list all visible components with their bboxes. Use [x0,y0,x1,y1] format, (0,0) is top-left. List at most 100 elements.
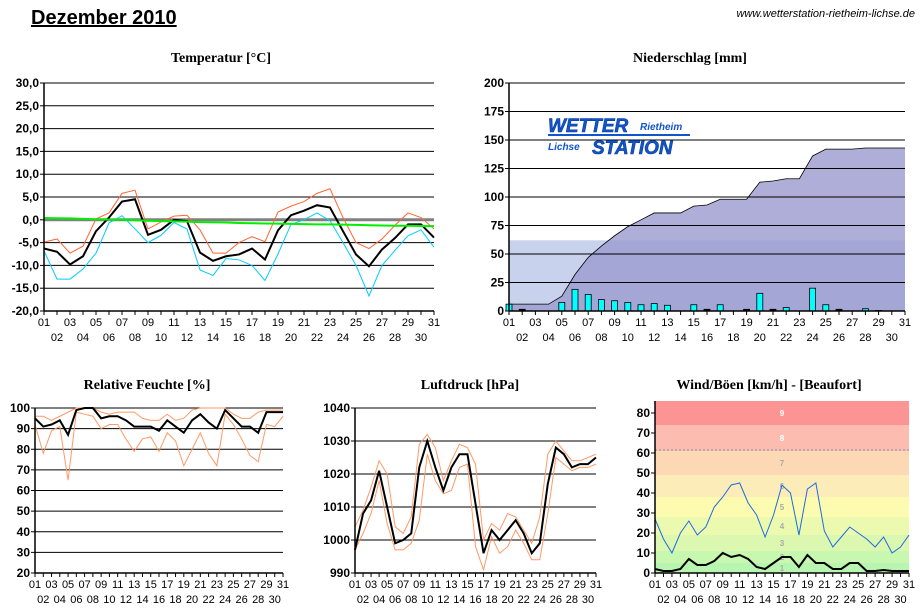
x-tick-label: 26 [236,594,248,606]
x-tick-label: 03 [64,317,76,329]
y-tick-label: 75 [491,219,505,233]
x-tick-label: 13 [445,579,457,591]
x-tick-label: 28 [859,332,871,344]
x-tick-label: 16 [701,332,713,344]
background-band-overlay [509,240,905,311]
y-tick-label: 80 [17,442,31,456]
x-tick-label: 30 [894,594,906,606]
y-tick-label: 0,0 [22,213,39,227]
precipitation-bar [822,304,830,312]
precipitation-chart: 200 175 150 125 100 75 50 25 0010203040506070809… [484,76,911,344]
precipitation-bar [624,302,632,312]
beaufort-band [655,535,909,551]
x-tick-label: 01 [649,579,661,591]
wind-chart: 1234567898070605040302010001020304050607… [637,401,915,606]
x-tick-label: 24 [337,332,349,344]
x-tick-label: 28 [252,594,264,606]
y-tick-label: 175 [484,105,504,119]
chart-title-temperature: Temperatur [°C] [171,51,271,66]
beaufort-band [655,451,909,475]
x-tick-label: 15 [767,579,779,591]
x-tick-label: 05 [90,317,102,329]
beaufort-label: 5 [780,503,785,512]
x-tick-label: 29 [260,579,272,591]
x-tick-label: 20 [186,594,198,606]
x-tick-label: 09 [95,579,107,591]
series-line-max [35,407,283,421]
x-tick-label: 24 [844,594,856,606]
x-tick-label: 23 [211,579,223,591]
x-tick-label: 31 [590,579,602,591]
x-tick-label: 20 [810,594,822,606]
precipitation-bar [716,304,724,312]
x-tick-label: 04 [542,332,554,344]
x-tick-label: 15 [145,579,157,591]
x-tick-label: 31 [903,579,915,591]
x-tick-label: 21 [510,579,522,591]
x-tick-label: 18 [169,594,181,606]
x-tick-label: 11 [168,317,179,329]
precipitation-bar [571,288,579,312]
y-tick-label: -15,0 [12,281,40,295]
y-tick-label: 60 [17,484,31,498]
x-tick-label: 04 [54,594,66,606]
beaufort-label: 6 [780,482,785,491]
beaufort-label: 8 [780,434,785,443]
x-tick-label: 10 [725,594,737,606]
beaufort-label: 1 [780,564,785,573]
x-tick-label: 20 [285,332,297,344]
series-line-wind [654,551,909,572]
chart-title-pressure: Luftdruck [hPa] [421,378,519,393]
x-tick-label: 01 [503,317,515,329]
y-tick-label: -10,0 [12,258,40,272]
x-tick-label: 30 [886,332,898,344]
x-tick-label: 27 [376,317,388,329]
x-tick-label: 16 [153,594,165,606]
x-tick-label: 16 [233,332,245,344]
x-tick-label: 14 [674,332,686,344]
series-line-mittel [43,198,435,268]
x-tick-label: 25 [227,579,239,591]
x-tick-label: 08 [708,594,720,606]
x-tick-label: 19 [493,579,505,591]
station-logo: WETTER Rietheim Lichse STATION [548,116,690,159]
x-tick-label: 22 [827,594,839,606]
x-tick-label: 21 [298,317,310,329]
precipitation-bar [690,304,698,312]
beaufort-label: 9 [780,409,785,418]
x-tick-label: 07 [700,579,712,591]
y-tick-label: 50 [637,466,651,480]
x-tick-label: 09 [608,317,620,329]
cumulative-precipitation-area [509,147,905,311]
x-tick-label: 02 [51,332,63,344]
x-tick-label: 22 [518,594,530,606]
x-tick-label: 09 [413,579,425,591]
x-tick-label: 12 [648,332,660,344]
x-tick-label: 24 [534,594,546,606]
x-tick-label: 14 [207,332,219,344]
logo-text-rietheim: Rietheim [640,122,682,133]
x-tick-label: 25 [542,579,554,591]
y-tick-label: 20 [637,526,651,540]
y-tick-label: 80 [637,406,651,420]
beaufort-label: 3 [780,539,785,548]
x-tick-label: 02 [516,332,528,344]
x-tick-label: 09 [717,579,729,591]
x-tick-label: 06 [103,332,115,344]
precipitation-bar [598,299,605,312]
y-tick-label: 30,0 [16,76,40,90]
x-tick-label: 21 [818,579,830,591]
x-tick-label: 18 [259,332,271,344]
x-tick-label: 04 [77,332,89,344]
x-tick-label: 19 [178,579,190,591]
x-tick-label: 04 [373,594,385,606]
chart-title-humidity: Relative Feuchte [%] [84,378,211,393]
y-tick-label: 40 [17,525,31,539]
x-tick-label: 10 [622,332,634,344]
logo-text-wetter: WETTER [548,116,628,137]
x-tick-label: 21 [767,317,779,329]
x-tick-label: 05 [556,317,568,329]
x-tick-label: 25 [350,317,362,329]
x-tick-label: 25 [852,579,864,591]
chart-title-precipitation: Niederschlag [mm] [633,51,747,66]
